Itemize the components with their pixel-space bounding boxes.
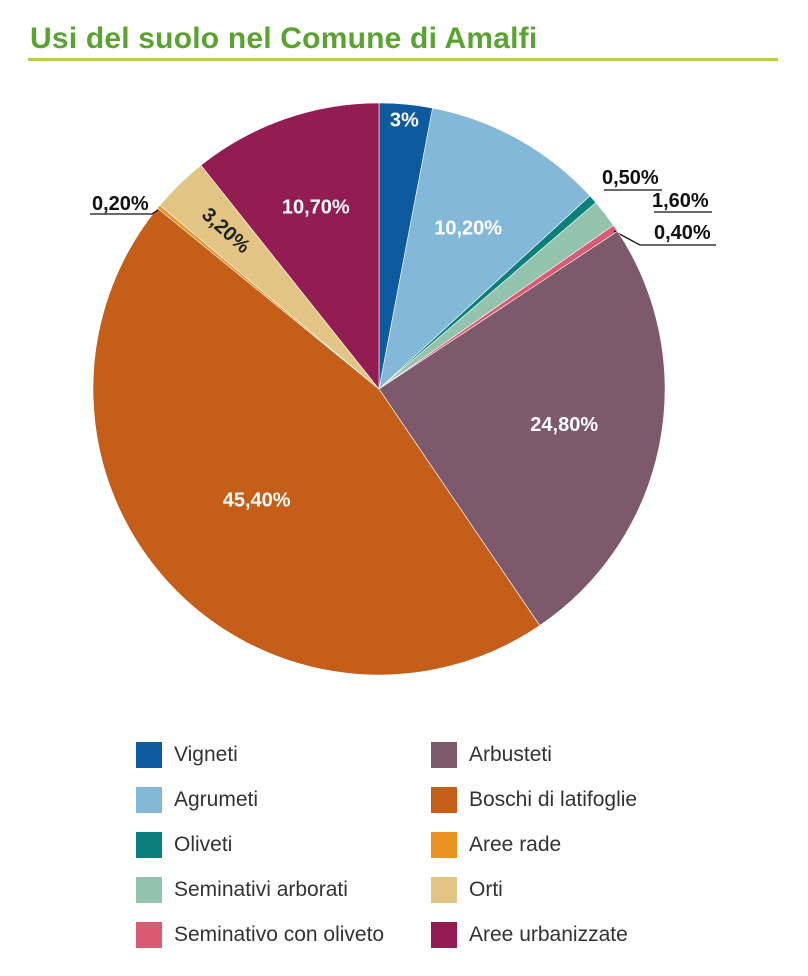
legend-item-orti: Orti — [431, 877, 503, 903]
legend-label: Seminativo con oliveto — [174, 923, 385, 946]
legend-item-aree-urbanizzate: Aree urbanizzate — [431, 922, 628, 948]
legend-label: Arbusteti — [469, 743, 552, 766]
legend-label: Orti — [469, 878, 503, 901]
legend-item-seminativi-arborati: Seminativi arborati — [136, 877, 348, 903]
legend-swatch — [431, 922, 457, 948]
legend-swatch — [136, 877, 162, 903]
legend-label: Agrumeti — [174, 788, 259, 811]
legend-swatch — [431, 787, 457, 813]
legend-swatch — [431, 742, 457, 768]
leader-line-seminativo-con-oliveto — [613, 230, 716, 246]
legend-swatch — [431, 832, 457, 858]
pie-slice-boschi-di-latifoglie — [92, 207, 541, 676]
legend-label: Seminativi arborati — [174, 878, 348, 901]
legend-swatch — [136, 787, 162, 813]
legend-label: Aree rade — [469, 833, 562, 856]
chart-legend: Vigneti Agrumeti Oliveti Seminativi arborat… — [136, 742, 696, 962]
legend-label: Oliveti — [174, 833, 233, 856]
data-label-arbusteti: 24,80% — [530, 414, 598, 436]
legend-swatch — [136, 742, 162, 768]
legend-item-arbusteti: Arbusteti — [431, 742, 552, 768]
data-label-agrumeti: 10,20% — [434, 217, 502, 239]
title-underline — [28, 58, 778, 61]
pie-slice-agrumeti — [378, 107, 591, 390]
legend-item-agrumeti: Agrumeti — [136, 787, 258, 813]
legend-item-aree-rade: Aree rade — [431, 832, 561, 858]
data-label-aree-rade: 0,20% — [92, 193, 149, 215]
legend-label: Vigneti — [174, 743, 238, 766]
leader-line-aree-rade — [90, 209, 159, 215]
legend-item-seminativo-con-oliveto: Seminativo con oliveto — [136, 922, 384, 948]
data-label-vigneti: 3% — [390, 110, 419, 132]
data-label-aree-urbanizzate: 10,70% — [282, 196, 350, 218]
pie-slice-aree-urbanizzate — [200, 102, 380, 390]
data-label-oliveti: 0,50% — [602, 167, 659, 189]
legend-swatch — [431, 877, 457, 903]
data-label-boschi-di-latifoglie: 45,40% — [223, 489, 291, 511]
legend-item-boschi-di-latifoglie: Boschi di latifoglie — [431, 787, 637, 813]
legend-label: Boschi di latifoglie — [469, 788, 638, 811]
data-label-seminativi-arborati: 1,60% — [652, 190, 709, 212]
legend-item-vigneti: Vigneti — [136, 742, 238, 768]
pie-chart: 3% 10,20% 0,50%1,60% 0,40% 24,80% 45,40% 0,20%… — [90, 102, 716, 676]
legend-label: Aree urbanizzate — [469, 923, 628, 946]
data-label-seminativo-con-oliveto: 0,40% — [654, 222, 711, 244]
pie-slice-arbusteti — [378, 230, 666, 626]
legend-item-oliveti: Oliveti — [136, 832, 232, 858]
legend-swatch — [136, 922, 162, 948]
legend-swatch — [136, 832, 162, 858]
chart-title: Usi del suolo nel Comune di Amalfi — [30, 22, 538, 55]
